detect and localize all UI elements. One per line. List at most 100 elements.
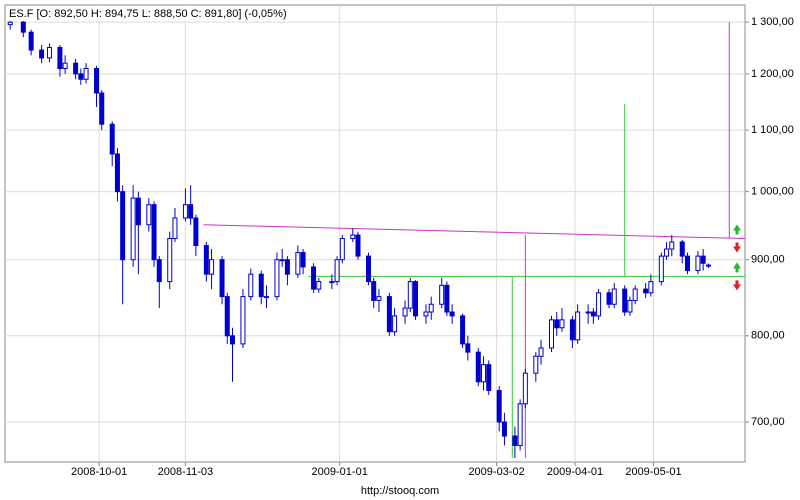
candle-body (679, 241, 685, 257)
y-tick-label: 1 100,00 (751, 124, 794, 136)
arrow-down (733, 242, 741, 253)
candle-body (120, 191, 126, 261)
candle-body (428, 303, 434, 313)
candle-body (20, 21, 26, 33)
candle-body (258, 273, 264, 298)
candle-body (402, 307, 408, 317)
candle-body (73, 62, 79, 75)
x-tick-label: 2008-11-03 (158, 466, 213, 478)
candle-body (229, 335, 235, 345)
y-tick-label: 800,00 (751, 330, 785, 342)
candle-body (533, 355, 539, 374)
candle-body (316, 281, 322, 290)
candle-body (39, 49, 45, 59)
plot-area (4, 4, 746, 463)
y-tick-label: 900,00 (751, 254, 785, 266)
x-tick-label: 2009-05-01 (625, 466, 681, 478)
candle-body (413, 281, 419, 317)
candle-body (669, 241, 675, 250)
arrow-up (733, 262, 741, 273)
candle-body (643, 288, 649, 294)
candle-body (517, 403, 523, 447)
candle-body (295, 252, 301, 275)
y-tick-label: 700,00 (751, 416, 785, 428)
candle-body (172, 217, 178, 240)
candle-body (622, 288, 628, 313)
candle-body (486, 364, 492, 392)
candle-body (263, 296, 269, 299)
candle-body (94, 68, 100, 94)
grid (5, 5, 749, 466)
candle-body (512, 435, 518, 447)
candle-body (329, 281, 335, 284)
candle-body (585, 311, 591, 314)
candle-body (481, 364, 487, 383)
candle-body (392, 315, 398, 333)
candle-body (146, 204, 152, 226)
candle-body (371, 281, 377, 301)
x-tick-label: 2009-03-02 (468, 466, 524, 478)
candle-body (559, 319, 565, 329)
candle-body (7, 21, 13, 26)
candle-body (151, 204, 157, 261)
candle-body (549, 319, 555, 349)
candle-body (439, 284, 445, 305)
candle-body (156, 259, 162, 283)
candle-body (99, 92, 105, 125)
candle-body (114, 153, 120, 193)
candle-body (658, 255, 664, 283)
candle-body (460, 315, 466, 345)
candle-body (705, 264, 711, 267)
candle-body (130, 197, 136, 261)
annotations (203, 22, 746, 459)
candle-body (522, 372, 528, 405)
candle-body (62, 62, 68, 70)
candle-body (279, 259, 285, 262)
candle-body (627, 299, 633, 313)
candle-body (554, 319, 560, 329)
candle-body (83, 68, 89, 80)
x-tick-label: 2008-10-01 (71, 466, 127, 478)
footer: http://stooq.com (361, 485, 439, 497)
candle-body (475, 351, 481, 383)
candle-body (46, 46, 52, 59)
candle-body (449, 311, 455, 317)
candle-body (684, 255, 690, 272)
x-tick-label: 2009-01-01 (312, 466, 368, 478)
candle-body (248, 273, 254, 298)
candle-body (376, 296, 382, 301)
y-tick-label: 1 200,00 (751, 68, 794, 80)
candle-body (224, 296, 230, 337)
candle-body (339, 238, 345, 261)
annotation-line (203, 224, 746, 240)
chart-title: ES.F [O: 892,50 H: 894,75 L: 888,50 C: 8… (9, 8, 287, 20)
candle-body (648, 281, 654, 294)
candle-body (611, 288, 617, 305)
candle-body (78, 73, 84, 80)
candle-body (203, 244, 209, 275)
candle-body (284, 259, 290, 275)
candle-body (465, 343, 471, 353)
labels: 700,00 800,00 900,00 1 000,00 1 100,00 1 200,… (71, 16, 794, 478)
x-tick-label: 2009-04-01 (547, 466, 603, 478)
candle-body (334, 259, 340, 283)
candles (7, 19, 711, 459)
title-bg (6, 6, 294, 21)
candle-body (182, 204, 188, 219)
candle-body (444, 284, 450, 313)
candle-body (496, 390, 502, 423)
candle-body (219, 259, 225, 298)
candle-body (664, 248, 670, 257)
candle-body (274, 259, 280, 298)
arrow-down (733, 280, 741, 291)
candle-body (632, 288, 638, 301)
candle-body (538, 347, 544, 357)
candle-body (501, 421, 507, 437)
candle-body (240, 296, 246, 345)
candle-body (188, 204, 194, 219)
candle-body (407, 281, 413, 309)
candle-body (695, 255, 701, 272)
candle-body (109, 123, 115, 155)
candle-body (311, 266, 317, 290)
